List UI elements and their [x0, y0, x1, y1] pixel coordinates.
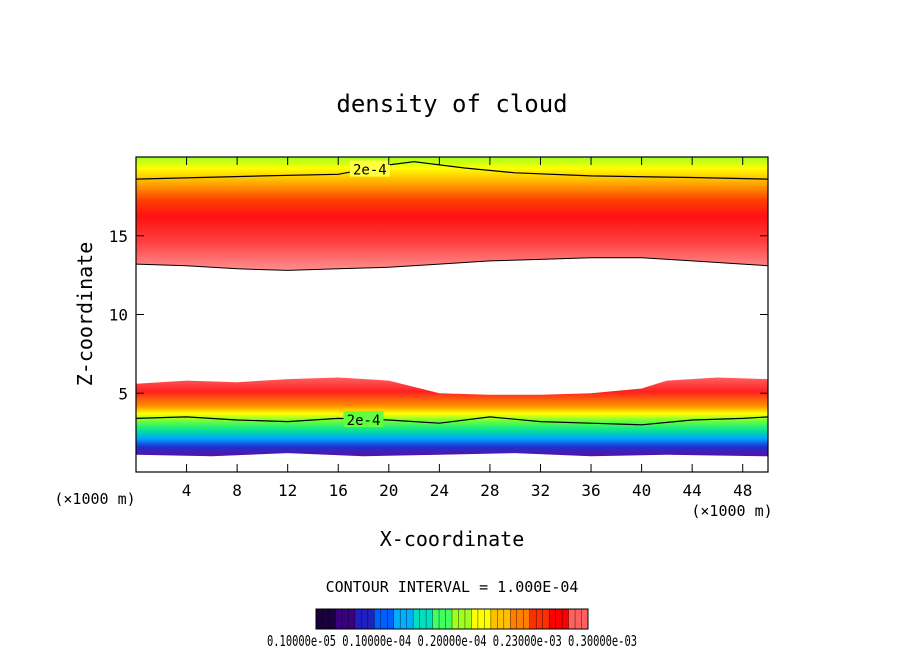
y-tick-label: 10 — [109, 306, 128, 325]
colorbar-swatch — [568, 609, 589, 629]
contour-label-bg — [349, 160, 390, 177]
x-tick-label: 8 — [232, 481, 242, 500]
upper-contour-edge — [136, 257, 768, 271]
colorbar-swatch — [549, 609, 570, 629]
colorbar-swatch — [335, 609, 356, 629]
x-tick-label: 24 — [430, 481, 449, 500]
contour-label: 2e-4 — [347, 413, 381, 429]
x-tick-label: 28 — [480, 481, 499, 500]
x-unit-left: (×1000 m) — [54, 490, 135, 508]
lower-cloud-layer — [136, 377, 768, 457]
colorbar-labels: 0.10000e-05 0.10000e-04 0.20000e-04 0.23… — [267, 632, 637, 650]
upper-cloud-layer — [136, 157, 768, 271]
x-tick-label: 20 — [379, 481, 398, 500]
heatmap-layers: 2e-4 2e-4 — [136, 157, 768, 457]
x-tick-label: 36 — [581, 481, 600, 500]
chart-title: density of cloud — [336, 90, 567, 118]
contour-labels: 2e-4 2e-4 — [343, 160, 390, 429]
x-unit-right: (×1000 m) — [691, 502, 772, 520]
colorbar-swatch — [393, 609, 414, 629]
x-tick-label: 48 — [733, 481, 752, 500]
contour-label-bg — [343, 411, 384, 428]
colorbar-swatch — [490, 609, 511, 629]
contour-interval: CONTOUR INTERVAL = 1.000E-04 — [326, 578, 579, 596]
colorbar-frame — [315, 608, 589, 630]
x-axis-ticks: 4 8 12 16 20 24 28 32 36 40 44 48 — [182, 157, 752, 500]
colorbar-swatch — [510, 609, 531, 629]
x-tick-label: 32 — [531, 481, 550, 500]
colorbar-swatch — [354, 609, 375, 629]
x-tick-label: 40 — [632, 481, 651, 500]
y-axis-label: Z-coordinate — [73, 242, 97, 387]
x-tick-label: 16 — [329, 481, 348, 500]
y-tick-label: 15 — [109, 227, 128, 246]
colorbar-swatch — [452, 609, 472, 629]
y-axis-ticks: 5 10 15 — [109, 227, 768, 403]
colorbar-swatch — [316, 609, 336, 629]
colorbar-swatch — [471, 609, 492, 629]
contour-label: 2e-4 — [353, 163, 387, 179]
x-axis-label: X-coordinate — [380, 527, 525, 551]
x-tick-label: 44 — [683, 481, 702, 500]
colorbar-swatch — [374, 609, 395, 629]
x-tick-label: 12 — [278, 481, 297, 500]
y-tick-label: 5 — [118, 384, 128, 403]
colorbar-swatch — [529, 609, 550, 629]
colorbar-swatch — [413, 609, 434, 629]
lower-contour-2e-4 — [136, 416, 768, 426]
colorbar-swatch — [432, 609, 453, 629]
colorbar — [315, 609, 589, 629]
x-tick-label: 4 — [182, 481, 192, 500]
